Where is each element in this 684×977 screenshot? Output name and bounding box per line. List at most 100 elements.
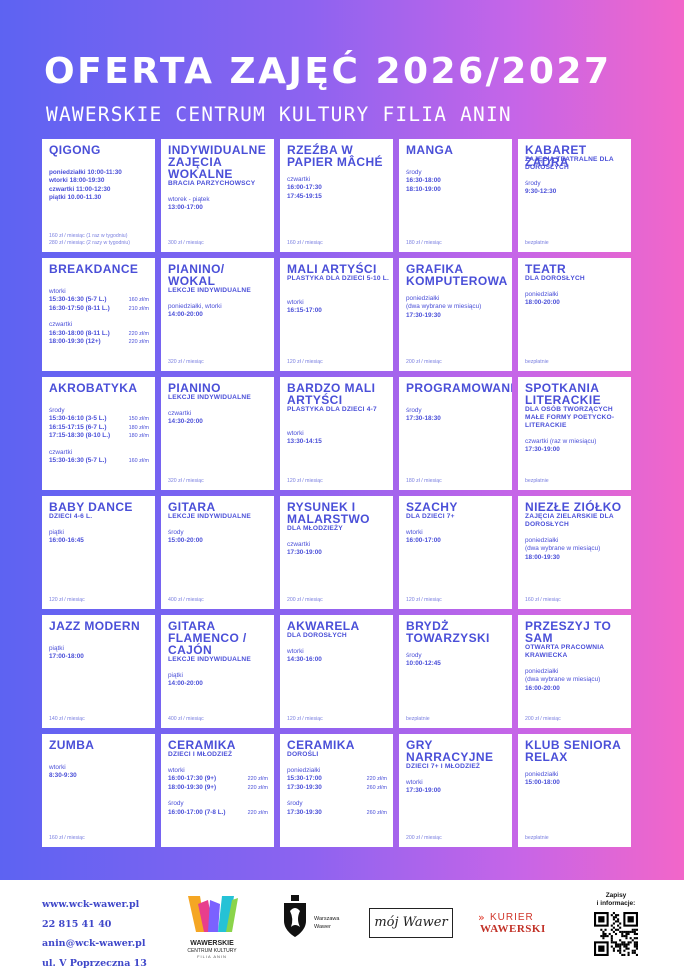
class-card[interactable]: GRY NARRACYJNE DZIECI 7+ I MŁODZIEŻ wtorki… <box>399 734 512 847</box>
schedule-text: 13:00-17:00 <box>168 204 203 212</box>
class-name: PIANINO <box>168 381 221 395</box>
class-card[interactable]: QIGONG poniedziałki 10:00-11:30 wtorki 18:… <box>42 139 155 252</box>
class-card[interactable]: KABARET ZADRA ZAJĘCIA TEATRALNE DLA DOROS… <box>518 139 631 252</box>
schedule-text: środy <box>49 407 65 414</box>
class-card[interactable]: JAZZ MODERN piątki 17:00-18:00 140 zł / mie… <box>42 615 155 728</box>
class-card[interactable]: AKWARELA DLA DOROSŁYCH wtorki 14:30-16:00 12… <box>280 615 393 728</box>
class-card[interactable]: PIANINO/ WOKAL LEKCJE INDYWIDUALNE poniedz… <box>161 258 274 371</box>
page-title: OFERTA ZAJĘĆ 2026/2027 <box>44 51 612 92</box>
class-card[interactable]: BRYDŻ TOWARZYSKI środy 10:00-12:45 bezpłatn… <box>399 615 512 728</box>
schedule-price: 220 zł/m <box>366 776 387 783</box>
class-schedule: środy 17:30-18:30 <box>406 407 510 424</box>
schedule-text: 17:30-19:00 <box>406 787 441 795</box>
class-schedule: poniedziałki (dwa wybrane w miesiącu) 16:0… <box>525 668 629 693</box>
schedule-line: wtorki <box>287 648 391 656</box>
class-card[interactable]: CERAMIKA DOROŚLI poniedziałki 15:30-17:00 22… <box>280 734 393 847</box>
class-card[interactable]: BABY DANCE DZIECI 4-6 L. piątki 16:00-16:45… <box>42 496 155 609</box>
schedule-text: 13:30-14:15 <box>287 438 322 446</box>
class-card[interactable]: SZACHY DLA DZIECI 7+ wtorki 16:00-17:00 120 … <box>399 496 512 609</box>
schedule-text: 18:00-19:30 (9+) <box>168 783 217 791</box>
class-card[interactable]: CERAMIKA DZIECI I MŁODZIEŻ wtorki 16:00-17:… <box>161 734 274 847</box>
schedule-price: 160 zł/m <box>128 458 149 465</box>
class-card[interactable]: PIANINO LEKCJE INDYWIDUALNE czwartki 14:30-… <box>161 377 274 490</box>
class-name: RYSUNEK I MALARSTWO <box>287 500 370 526</box>
class-name: BABY DANCE <box>49 500 133 514</box>
schedule-line: 13:00-17:00 <box>168 204 272 212</box>
schedule-line: poniedziałki <box>287 767 391 775</box>
class-subtitle: LEKCJE INDYWIDUALNE <box>168 287 251 294</box>
schedule-text: 18:00-19:30 <box>525 553 560 561</box>
class-name: MANGA <box>406 143 454 157</box>
class-subtitle: DLA DOROSŁYCH <box>287 632 347 639</box>
class-subtitle: LEKCJE INDYWIDUALNE <box>168 656 251 663</box>
class-card[interactable]: PRZESZYJ TO SAM OTWARTA PRACOWNIA KRAWIEC… <box>518 615 631 728</box>
class-name: AKWARELA <box>287 619 360 633</box>
class-name: SPOTKANIA LITERACKIE <box>525 381 601 407</box>
class-price: 160 zł / miesiąc <box>287 240 323 246</box>
wawer-logo-line2: Wawer <box>314 924 331 930</box>
class-schedule: wtorki 13:30-14:15 <box>287 430 391 447</box>
schedule-text: (dwa wybrane w miesiącu) <box>525 545 601 553</box>
class-card[interactable]: NIEZŁE ZIÓŁKO ZAJĘCIA ZIELARSKIE DLA DORO… <box>518 496 631 609</box>
website-link[interactable]: www.wck-wawer.pl <box>42 899 140 910</box>
class-card[interactable]: ZUMBA wtorki 8:30-9:30 160 zł / miesiąc <box>42 734 155 847</box>
class-subtitle: DOROŚLI <box>287 751 319 758</box>
schedule-gap <box>287 792 391 800</box>
class-name: PROGRAMOWANIE <box>406 381 512 395</box>
phone-number[interactable]: 22 815 41 40 <box>42 918 112 930</box>
wck-logo-line3: FILIA ANIN <box>197 954 227 959</box>
schedule-line: środy <box>525 180 629 188</box>
schedule-text: 15:30-16:10 (3-5 L.) <box>49 415 107 423</box>
schedule-line: wtorki <box>287 299 391 307</box>
class-schedule: poniedziałki 10:00-11:30 wtorki 18:00-19:… <box>49 169 153 203</box>
schedule-text: 16:00-17:00 <box>406 537 441 545</box>
class-card[interactable]: GRAFIKA KOMPUTEROWA poniedziałki (dwa wybr… <box>399 258 512 371</box>
class-card[interactable]: SPOTKANIA LITERACKIE DLA OSÓB TWORZĄCYCH … <box>518 377 631 490</box>
class-card[interactable]: TEATR DLA DOROSŁYCH poniedziałki 18:00-20:0… <box>518 258 631 371</box>
schedule-text: 17:00-18:00 <box>49 653 84 661</box>
schedule-line: czwartki (raz w miesiącu) <box>525 438 629 446</box>
email-link[interactable]: anin@wck-wawer.pl <box>42 938 146 949</box>
schedule-line: 17:30-19:30 <box>406 312 510 320</box>
schedule-line: 15:30-16:30 (5-7 L.) 160 zł/m <box>49 457 153 465</box>
class-price: 400 zł / miesiąc <box>168 597 204 603</box>
wck-logo: WAWERSKIE CENTRUM KULTURY FILIA ANIN <box>176 894 248 964</box>
class-name: ZUMBA <box>49 738 95 752</box>
schedule-text: wtorki <box>406 779 423 786</box>
class-card[interactable]: KLUB SENIORA RELAX poniedziałki 15:00-18:0… <box>518 734 631 847</box>
class-schedule: czwartki 14:30-20:00 <box>168 410 272 427</box>
class-card[interactable]: BARDZO MALI ARTYŚCI PLASTYKA DLA DZIECI 4… <box>280 377 393 490</box>
class-schedule: wtorki 14:30-16:00 <box>287 648 391 665</box>
schedule-line: 17:30-19:00 <box>525 446 629 454</box>
schedule-text: poniedziałki <box>525 771 559 778</box>
class-price: 160 zł / miesiąc <box>525 597 561 603</box>
qr-label-line1: Zapisy <box>605 892 627 899</box>
class-card[interactable]: MALI ARTYŚCI PLASTYKA DLA DZIECI 5-10 L. w… <box>280 258 393 371</box>
schedule-line: 18:00-19:30 <box>525 554 629 562</box>
class-card[interactable]: PROGRAMOWANIE środy 17:30-18:30 180 zł / mi… <box>399 377 512 490</box>
class-card[interactable]: BREAKDANCE wtorki 15:30-16:30 (5-7 L.) 160 … <box>42 258 155 371</box>
class-subtitle: PLASTYKA DLA DZIECI 4-7 <box>287 406 377 413</box>
class-card[interactable]: MANGA środy 16:30-18:00 18:10-19:00 180 zł /… <box>399 139 512 252</box>
schedule-line: 15:00-20:00 <box>168 537 272 545</box>
class-price: 320 zł / miesiąc <box>168 359 204 365</box>
schedule-text: 16:00-20:00 <box>525 684 560 692</box>
schedule-line: środy <box>168 529 272 537</box>
class-card[interactable]: GITARA LEKCJE INDYWIDUALNE środy 15:00-20:0… <box>161 496 274 609</box>
class-card[interactable]: GITARA FLAMENCO / CAJÓN LEKCJE INDYWIDUAL… <box>161 615 274 728</box>
class-card[interactable]: RZEŹBA W PAPIER MÂCHÉ czwartki 16:00-17:30… <box>280 139 393 252</box>
class-price: 200 zł / miesiąc <box>287 597 323 603</box>
schedule-line: poniedziałki, wtorki <box>168 303 272 311</box>
class-name: BREAKDANCE <box>49 262 139 276</box>
class-card[interactable]: INDYWIDUALNE ZAJĘCIA WOKALNE BRACIA PARZY… <box>161 139 274 252</box>
class-card[interactable]: AKROBATYKA środy 15:30-16:10 (3-5 L.) 150 z… <box>42 377 155 490</box>
class-card[interactable]: RYSUNEK I MALARSTWO DLA MŁODZIEŻY czwartki… <box>280 496 393 609</box>
schedule-line: piątki <box>49 529 153 537</box>
class-price: 400 zł / miesiąc <box>168 716 204 722</box>
schedule-line: 17:30-19:30 260 zł/m <box>287 809 391 817</box>
schedule-text: środy <box>406 169 422 176</box>
class-name: INDYWIDUALNE ZAJĘCIA WOKALNE <box>168 143 267 181</box>
class-schedule: wtorki 16:15-17:00 <box>287 299 391 316</box>
qr-code-icon[interactable] <box>594 912 638 956</box>
class-subtitle: DZIECI I MŁODZIEŻ <box>168 751 233 758</box>
